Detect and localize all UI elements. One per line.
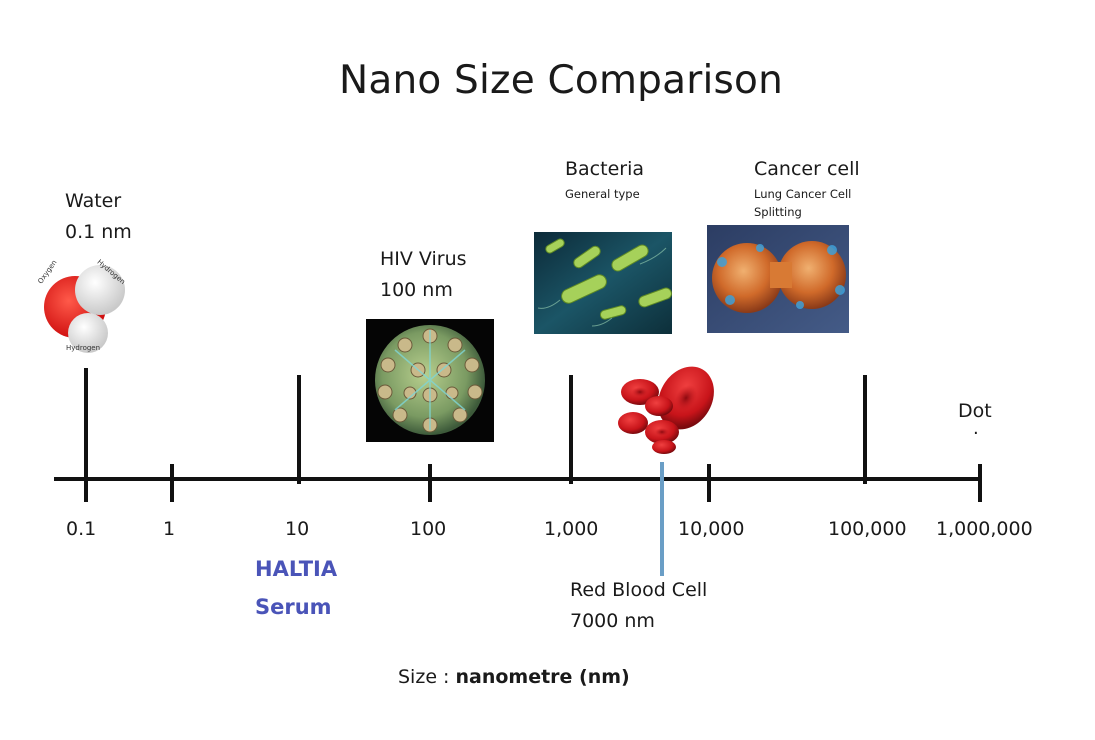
cancer-cell-name: Cancer cell xyxy=(754,158,860,180)
tick-label-1000000: 1,000,000 xyxy=(936,518,1033,540)
dot-mark: . xyxy=(973,418,979,439)
water-size: 0.1 nm xyxy=(65,221,132,243)
tick-label-100000: 100,000 xyxy=(828,518,907,540)
hiv-label: HIV Virus 100 nm xyxy=(380,244,467,306)
hiv-size: 100 nm xyxy=(380,279,453,301)
cancer-cell-label: Cancer cell Lung Cancer Cell Splitting xyxy=(754,154,860,221)
rbc-name: Red Blood Cell xyxy=(570,579,708,601)
tick-label-100: 100 xyxy=(410,518,447,540)
bacteria-illustration xyxy=(534,232,672,334)
water-label: Water 0.1 nm xyxy=(65,186,132,248)
page-title: Nano Size Comparison xyxy=(338,58,783,103)
haltia-line-2: Serum xyxy=(255,595,332,619)
tick-label-1000: 1,000 xyxy=(544,518,599,540)
water-name: Water xyxy=(65,190,122,212)
cancer-cell-note-2: Splitting xyxy=(754,205,802,219)
tick-label-10000: 10,000 xyxy=(678,518,745,540)
hiv-name: HIV Virus xyxy=(380,248,467,270)
bacteria-label: Bacteria General type xyxy=(565,154,644,203)
cancer-cell-note-1: Lung Cancer Cell xyxy=(754,187,852,201)
red-blood-cells-illustration xyxy=(618,366,714,454)
rbc-label: Red Blood Cell 7000 nm xyxy=(570,575,707,637)
rbc-size: 7000 nm xyxy=(570,610,655,632)
unit-name: nanometre (nm) xyxy=(455,666,630,688)
haltia-serum-label: HALTIA Serum xyxy=(255,550,337,626)
bacteria-name: Bacteria xyxy=(565,158,644,180)
tick-label-0-1: 0.1 xyxy=(66,518,97,540)
unit-caption: Size : nanometre (nm) xyxy=(398,666,630,688)
dot-label: Dot xyxy=(958,400,992,422)
water-molecule-illustration xyxy=(44,265,125,353)
bacteria-note: General type xyxy=(565,187,640,201)
unit-prefix: Size : xyxy=(398,666,456,688)
haltia-line-1: HALTIA xyxy=(255,557,338,581)
hiv-virus-illustration xyxy=(366,319,494,442)
tick-label-1: 1 xyxy=(163,518,176,540)
cancer-cell-illustration xyxy=(707,225,849,333)
hydrogen-atom-label-bottom: Hydrogen xyxy=(66,344,101,352)
tick-label-10: 10 xyxy=(285,518,310,540)
